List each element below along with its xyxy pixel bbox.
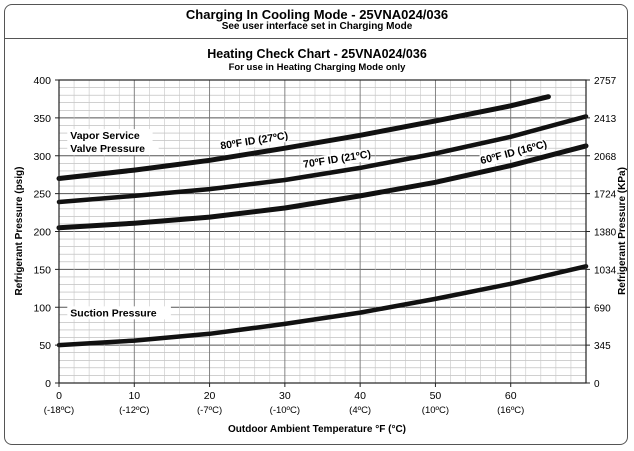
series-label-bg	[302, 148, 372, 171]
y-tick-label: 50	[39, 340, 51, 352]
x-tick-sublabel: (-18ºC)	[44, 405, 74, 416]
x-tick-label: 30	[279, 390, 291, 402]
x-tick-sublabel: (-7ºC)	[197, 405, 222, 416]
y2-tick-label: 690	[594, 303, 611, 314]
x-tick-label: 50	[430, 390, 442, 402]
series-label-bg	[479, 138, 549, 168]
y2-tick-label: 0	[594, 379, 600, 390]
y-tick-label: 200	[33, 227, 51, 239]
y2-tick-label: 2757	[594, 76, 617, 87]
y-tick-label: 300	[33, 151, 51, 163]
y2-axis-label: Refrigerant Pressure (KPa)	[617, 167, 628, 295]
y2-tick-label: 1724	[594, 190, 617, 201]
x-tick-sublabel: (16ºC)	[497, 405, 524, 416]
x-tick-label: 60	[505, 390, 517, 402]
x-tick-sublabel: (-12ºC)	[119, 405, 149, 416]
grid	[58, 79, 587, 384]
x-axis-label: Outdoor Ambient Temperature °F (°C)	[228, 424, 406, 435]
series-line	[56, 114, 589, 205]
series-label-bg	[219, 129, 289, 153]
header-divider	[4, 38, 628, 39]
annotation-bg	[67, 306, 171, 320]
series-line	[56, 94, 551, 181]
x-tick-sublabel: (4ºC)	[349, 405, 371, 416]
x-tick-label: 10	[128, 390, 140, 402]
y2-tick-label: 2413	[594, 114, 617, 125]
x-tick-label: 40	[354, 390, 366, 402]
y2-tick-label: 1380	[594, 228, 617, 239]
x-tick-sublabel: (-10ºC)	[270, 405, 300, 416]
y-tick-label: 100	[33, 302, 51, 314]
y-tick-label: 350	[33, 113, 51, 125]
annotation: Valve Pressure	[70, 143, 145, 155]
chart-subtitle: For use in Heating Charging Mode only	[229, 62, 407, 73]
header-subtitle: See user interface set in Charging Mode	[221, 21, 413, 32]
chart-title: Heating Check Chart - 25VNA024/036	[207, 47, 427, 61]
series-layer	[56, 94, 589, 348]
series-line	[56, 143, 589, 231]
header-title: Charging In Cooling Mode - 25VNA024/036	[185, 7, 449, 22]
y-axis-label: Refrigerant Pressure (psig)	[14, 167, 25, 296]
y-tick-label: 0	[45, 378, 51, 390]
annotation-bg	[67, 129, 153, 143]
y2-tick-label: 2068	[594, 152, 617, 163]
x-tick-label: 0	[56, 390, 62, 402]
x-tick-label: 20	[204, 390, 216, 402]
annotation-bg	[67, 141, 159, 155]
annotation: Vapor Service	[70, 130, 140, 142]
y-tick-label: 250	[33, 189, 51, 201]
x-tick-sublabel: (10ºC)	[422, 405, 449, 416]
y2-tick-label: 1034	[594, 265, 617, 276]
y-tick-label: 150	[33, 264, 51, 276]
y2-tick-label: 345	[594, 341, 611, 352]
y-tick-label: 400	[33, 75, 51, 87]
annotation: Suction Pressure	[70, 307, 157, 319]
chart-frame	[4, 4, 628, 445]
series-line	[56, 264, 589, 348]
axes-layer: 0501001502002503003504000345690103413801…	[33, 75, 616, 416]
